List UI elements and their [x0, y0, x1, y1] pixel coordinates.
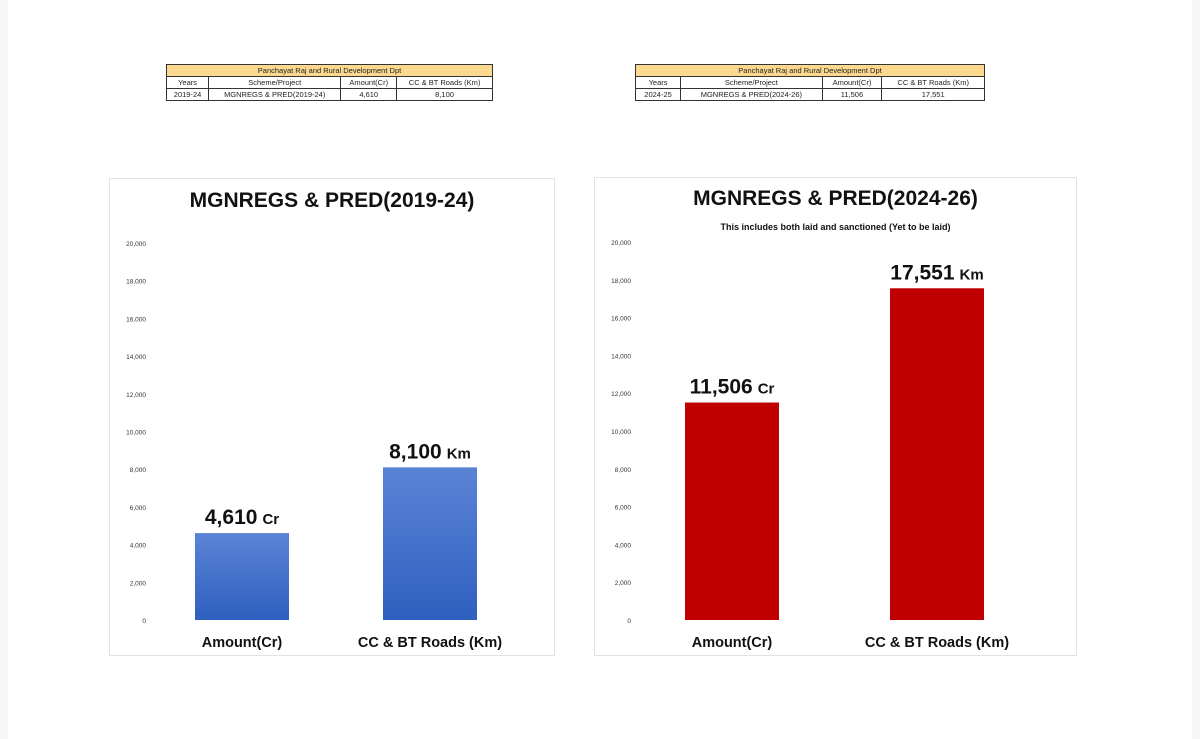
data-label: 4,610 Cr — [205, 506, 279, 529]
y-tick-label: 18,000 — [126, 279, 146, 286]
table-header-row: Years Scheme/Project Amount(Cr) CC & BT … — [165, 76, 493, 89]
y-tick-label: 8,000 — [130, 467, 147, 474]
summary-table-right: Panchayat Raj and Rural Development Dpt … — [634, 64, 985, 101]
data-label-value: 17,551 — [890, 261, 955, 284]
table-row: 2019-24 MGNREGS & PRED(2019-24) 4,610 8,… — [165, 88, 493, 101]
x-category-label: Amount(Cr) — [692, 635, 773, 651]
column-header-amount: Amount(Cr) — [340, 76, 398, 89]
column-header-amount: Amount(Cr) — [821, 76, 883, 89]
chart-title: MGNREGS & PRED(2024-26) — [693, 187, 978, 210]
y-tick-label: 10,000 — [611, 429, 631, 436]
document-page: Panchayat Raj and Rural Development Dpt … — [8, 0, 1192, 739]
column-header-roads: CC & BT Roads (Km) — [396, 76, 493, 89]
x-category-label: CC & BT Roads (Km) — [865, 635, 1009, 651]
y-tick-label: 0 — [142, 618, 146, 625]
data-label: 8,100 Km — [389, 440, 471, 463]
y-tick-label: 12,000 — [611, 391, 631, 398]
y-tick-label: 14,000 — [126, 354, 146, 361]
y-tick-label: 10,000 — [126, 430, 146, 437]
data-label-value: 8,100 — [389, 440, 442, 463]
y-tick-label: 2,000 — [615, 580, 632, 587]
data-label-unit: Km — [960, 266, 984, 283]
y-tick-label: 8,000 — [615, 467, 632, 474]
x-category-label: Amount(Cr) — [202, 635, 283, 651]
x-category-label: CC & BT Roads (Km) — [358, 635, 502, 651]
table-title: Panchayat Raj and Rural Development Dpt — [166, 64, 493, 77]
y-tick-label: 20,000 — [126, 241, 146, 248]
bar-chart-svg: 0 2,000 4,000 6,000 8,000 10,000 12,000 14,000 1… — [126, 241, 502, 651]
chart-title: MGNREGS & PRED(2019-24) — [189, 189, 475, 212]
y-tick-label: 2,000 — [130, 580, 147, 587]
data-label-value: 4,610 — [205, 506, 258, 529]
chart-panel-2019-24: MGNREGS & PRED(2019-24) 0 2,000 4,000 6,000… — [109, 178, 555, 656]
cell-years: 2024-25 — [634, 88, 682, 101]
bar-amount — [685, 402, 779, 620]
y-tick-label: 16,000 — [126, 316, 146, 323]
bar-roads — [890, 288, 984, 620]
column-header-roads: CC & BT Roads (Km) — [881, 76, 985, 89]
y-tick-label: 6,000 — [615, 505, 632, 512]
y-tick-label: 4,000 — [130, 543, 147, 550]
data-label-unit: Km — [447, 445, 471, 462]
cell-years: 2019-24 — [165, 88, 210, 101]
bar-amount — [195, 533, 289, 620]
bar-roads — [383, 467, 477, 620]
table-header-row: Years Scheme/Project Amount(Cr) CC & BT … — [634, 76, 985, 89]
cell-scheme: MGNREGS & PRED(2024-26) — [680, 88, 823, 101]
cell-roads: 8,100 — [396, 88, 493, 101]
y-tick-label: 4,000 — [615, 542, 632, 549]
y-tick-label: 14,000 — [611, 353, 631, 360]
cell-roads: 17,551 — [881, 88, 985, 101]
y-tick-label: 18,000 — [611, 278, 631, 285]
data-label-unit: Cr — [758, 381, 775, 398]
y-tick-label: 12,000 — [126, 392, 146, 399]
cell-scheme: MGNREGS & PRED(2019-24) — [208, 88, 342, 101]
y-tick-label: 0 — [627, 618, 631, 625]
data-label-value: 11,506 — [690, 376, 753, 399]
bar-chart-svg: 0 2,000 4,000 6,000 8,000 10,000 12,000 14,000 1… — [611, 240, 1009, 651]
table-row: 2024-25 MGNREGS & PRED(2024-26) 11,506 1… — [634, 88, 985, 101]
table-title: Panchayat Raj and Rural Development Dpt — [635, 64, 985, 77]
data-label-unit: Cr — [262, 511, 279, 528]
y-tick-label: 16,000 — [611, 316, 631, 323]
column-header-years: Years — [634, 76, 682, 89]
y-tick-label: 6,000 — [130, 505, 147, 512]
chart-subtitle: This includes both laid and sanctioned (… — [720, 222, 951, 232]
cell-amount: 4,610 — [340, 88, 398, 101]
y-tick-label: 20,000 — [611, 240, 631, 247]
column-header-scheme: Scheme/Project — [208, 76, 342, 89]
column-header-years: Years — [165, 76, 210, 89]
chart-panel-2024-26: MGNREGS & PRED(2024-26) This includes bo… — [594, 177, 1077, 656]
summary-table-left: Panchayat Raj and Rural Development Dpt … — [165, 64, 493, 101]
cell-amount: 11,506 — [821, 88, 883, 101]
data-label: 11,506 Cr — [690, 376, 775, 399]
column-header-scheme: Scheme/Project — [680, 76, 823, 89]
data-label: 17,551 Km — [890, 261, 983, 284]
